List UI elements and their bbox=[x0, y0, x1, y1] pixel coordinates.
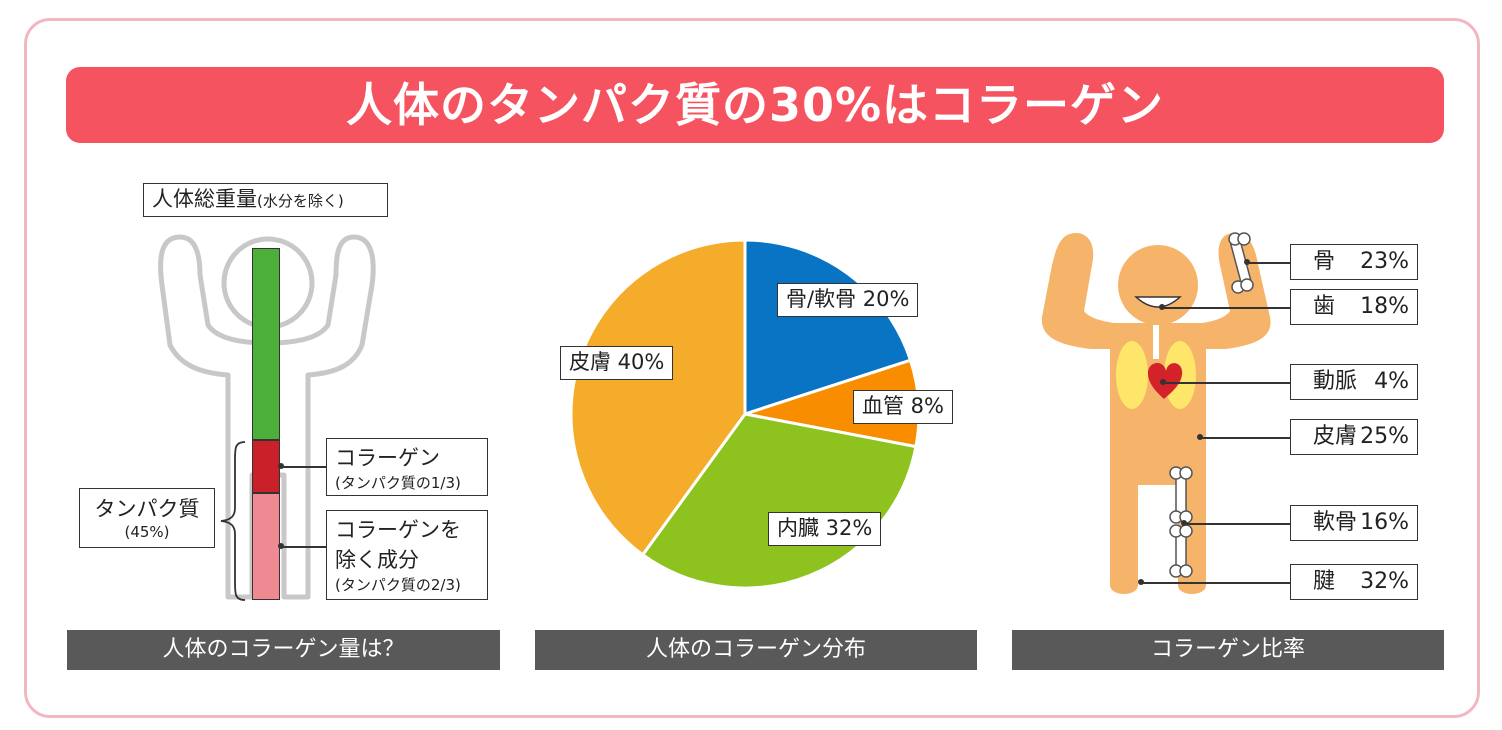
page-title: 人体のタンパク質の30%はコラーゲン bbox=[66, 67, 1444, 143]
ratio-value-0: 23% bbox=[1360, 249, 1409, 274]
ratio-leader-0 bbox=[1247, 262, 1290, 264]
pie-label-3: 皮膚 40% bbox=[560, 346, 674, 380]
ratio-value-2: 4% bbox=[1374, 369, 1409, 394]
body-figure bbox=[1041, 232, 1271, 594]
body-weight-label-box: 人体総重量(水分を除く) bbox=[143, 183, 388, 217]
ratio-value-5: 32% bbox=[1360, 569, 1409, 594]
ratio-leader-5 bbox=[1141, 582, 1290, 584]
panel-label-middle: 人体のコラーゲン分布 bbox=[535, 630, 977, 670]
collagen-label-box: コラーゲン (タンパク質の1/3) bbox=[326, 438, 488, 496]
noncollagen-leader bbox=[282, 546, 326, 548]
collagen-label: コラーゲン bbox=[335, 446, 440, 470]
ratio-name-4: 軟骨 bbox=[1313, 510, 1358, 535]
ratio-name-2: 動脈 bbox=[1313, 369, 1358, 394]
outer-frame bbox=[24, 18, 1480, 718]
ratio-value-4: 16% bbox=[1360, 510, 1409, 535]
ratio-leader-2 bbox=[1163, 382, 1290, 384]
noncollagen-leader-dot bbox=[278, 543, 284, 549]
protein-brace bbox=[220, 441, 246, 601]
protein-label-box: タンパク質 (45%) bbox=[79, 488, 215, 548]
body-weight-note: (水分を除く) bbox=[257, 192, 344, 210]
ratio-value-1: 18% bbox=[1360, 294, 1409, 319]
noncollagen-label-1: コラーゲンを bbox=[335, 518, 461, 542]
ratio-callout-3: 皮膚 25% bbox=[1290, 419, 1418, 455]
ratio-name-0: 骨 bbox=[1313, 249, 1336, 274]
ratio-name-5: 腱 bbox=[1313, 569, 1336, 594]
collagen-leader-dot bbox=[278, 463, 284, 469]
noncollagen-note: (タンパク質の2/3) bbox=[335, 576, 461, 594]
ratio-callout-5: 腱 32% bbox=[1290, 564, 1418, 600]
ratio-value-3: 25% bbox=[1360, 424, 1409, 449]
collagen-leader bbox=[282, 466, 326, 468]
ratio-name-3: 皮膚 bbox=[1313, 424, 1358, 449]
protein-label: タンパク質 bbox=[94, 497, 200, 521]
body-weight-label: 人体総重量 bbox=[152, 187, 257, 211]
pie-label-1: 血管 8% bbox=[853, 390, 953, 424]
ratio-leader-3 bbox=[1200, 437, 1290, 439]
panel-label-right: コラーゲン比率 bbox=[1012, 630, 1444, 670]
pie-label-0: 骨/軟骨 20% bbox=[777, 283, 919, 317]
noncollagen-label-box: コラーゲンを 除く成分 (タンパク質の2/3) bbox=[326, 510, 488, 600]
bar-collagen-segment bbox=[252, 440, 280, 493]
collagen-note: (タンパク質の1/3) bbox=[335, 474, 461, 492]
ratio-callout-4: 軟骨 16% bbox=[1290, 505, 1418, 541]
bar-other-segment bbox=[252, 248, 280, 440]
bar-noncollagen-segment bbox=[252, 493, 280, 600]
noncollagen-label-2: 除く成分 bbox=[335, 548, 419, 572]
panel-label-left: 人体のコラーゲン量は？ bbox=[67, 630, 500, 670]
ratio-callout-2: 動脈 4% bbox=[1290, 364, 1418, 400]
protein-pct: (45%) bbox=[124, 523, 170, 541]
pie-label-2: 内臓 32% bbox=[768, 512, 882, 546]
ratio-name-1: 歯 bbox=[1313, 294, 1336, 319]
ratio-callout-1: 歯 18% bbox=[1290, 289, 1418, 325]
ratio-leader-4 bbox=[1184, 523, 1290, 525]
ratio-leader-1 bbox=[1162, 307, 1290, 309]
ratio-callout-0: 骨 23% bbox=[1290, 244, 1418, 280]
